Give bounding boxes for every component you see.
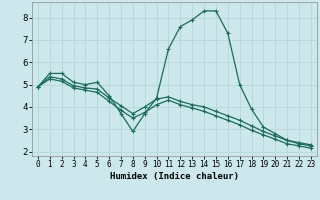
X-axis label: Humidex (Indice chaleur): Humidex (Indice chaleur): [110, 172, 239, 181]
